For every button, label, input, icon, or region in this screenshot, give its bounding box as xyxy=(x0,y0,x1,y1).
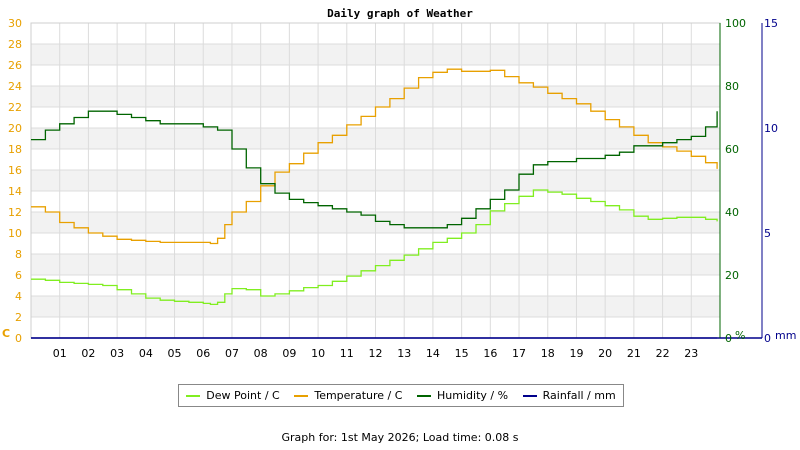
legend-entry: Temperature / C xyxy=(294,389,402,402)
x-tick-label: 13 xyxy=(397,347,411,360)
x-tick-label: 01 xyxy=(53,347,67,360)
x-tick-label: 19 xyxy=(569,347,583,360)
y-axis-unit-rainfall: mm xyxy=(775,329,796,342)
y-tick-label-temperature: 12 xyxy=(8,206,22,219)
y-tick-label-temperature: 14 xyxy=(8,185,22,198)
legend-entry: Dew Point / C xyxy=(186,389,280,402)
legend-swatch xyxy=(417,394,432,397)
x-tick-label: 05 xyxy=(168,347,182,360)
y-tick-label-humidity: 80 xyxy=(725,80,739,93)
y-tick-label-temperature: 20 xyxy=(8,122,22,135)
x-tick-label: 04 xyxy=(139,347,153,360)
x-tick-label: 12 xyxy=(369,347,383,360)
legend: Dew Point / C Temperature / C Humidity / %… xyxy=(178,384,624,407)
legend-entry: Humidity / % xyxy=(417,389,508,402)
y-tick-label-temperature: 26 xyxy=(8,59,22,72)
legend-label: Rainfall / mm xyxy=(542,389,616,402)
y-axis-unit-temperature: C xyxy=(2,327,10,340)
y-tick-label-temperature: 4 xyxy=(15,290,22,303)
y-tick-label-temperature: 24 xyxy=(8,80,22,93)
series-line-temperature xyxy=(31,68,718,245)
x-tick-label: 10 xyxy=(311,347,325,360)
y-tick-label-temperature: 8 xyxy=(15,248,22,261)
y-tick-label-temperature: 18 xyxy=(8,143,22,156)
legend-swatch xyxy=(186,394,201,397)
x-tick-label: 22 xyxy=(656,347,670,360)
x-tick-label: 16 xyxy=(483,347,497,360)
x-tick-label: 07 xyxy=(225,347,239,360)
series-line-dew xyxy=(31,189,718,306)
chart-title: Daily graph of Weather xyxy=(327,7,473,20)
y-tick-label-temperature: 10 xyxy=(8,227,22,240)
y-tick-label-temperature: 2 xyxy=(15,311,22,324)
y-tick-label-rainfall: 5 xyxy=(764,227,771,240)
y-axis-unit-humidity: % xyxy=(735,329,745,342)
x-tick-label: 06 xyxy=(196,347,210,360)
x-tick-label: 18 xyxy=(541,347,555,360)
y-tick-label-temperature: 28 xyxy=(8,38,22,51)
legend-entry: Rainfall / mm xyxy=(522,389,616,402)
series-lines xyxy=(31,68,718,339)
footer-status: Graph for: 1st May 2026; Load time: 0.08… xyxy=(281,431,519,444)
x-tick-label: 21 xyxy=(627,347,641,360)
y-tick-label-temperature: 6 xyxy=(15,269,22,282)
x-tick-label: 14 xyxy=(426,347,440,360)
x-tick-label: 03 xyxy=(110,347,124,360)
legend-swatch xyxy=(522,394,537,397)
y-tick-label-temperature: 0 xyxy=(15,332,22,345)
x-tick-label: 23 xyxy=(684,347,698,360)
legend-label: Temperature / C xyxy=(314,389,403,402)
y-tick-label-humidity: 40 xyxy=(725,206,739,219)
legend-swatch xyxy=(294,394,309,397)
x-tick-label: 15 xyxy=(455,347,469,360)
y-tick-label-humidity: 100 xyxy=(725,17,746,30)
series-line-humidity xyxy=(31,110,718,229)
y-tick-label-temperature: 22 xyxy=(8,101,22,114)
y-tick-label-rainfall: 10 xyxy=(764,122,778,135)
x-tick-label: 17 xyxy=(512,347,526,360)
y-tick-label-rainfall: 15 xyxy=(764,17,778,30)
y-tick-label-humidity: 60 xyxy=(725,143,739,156)
x-tick-label: 11 xyxy=(340,347,354,360)
y-tick-label-temperature: 30 xyxy=(8,17,22,30)
y-tick-label-humidity: 0 xyxy=(725,332,732,345)
legend-label: Dew Point / C xyxy=(206,389,280,402)
y-tick-label-humidity: 20 xyxy=(725,269,739,282)
legend-label: Humidity / % xyxy=(437,389,509,402)
y-tick-label-rainfall: 0 xyxy=(764,332,771,345)
x-tick-label: 02 xyxy=(81,347,95,360)
x-tick-label: 08 xyxy=(254,347,268,360)
y-tick-label-temperature: 16 xyxy=(8,164,22,177)
x-tick-label: 20 xyxy=(598,347,612,360)
x-tick-label: 09 xyxy=(282,347,296,360)
